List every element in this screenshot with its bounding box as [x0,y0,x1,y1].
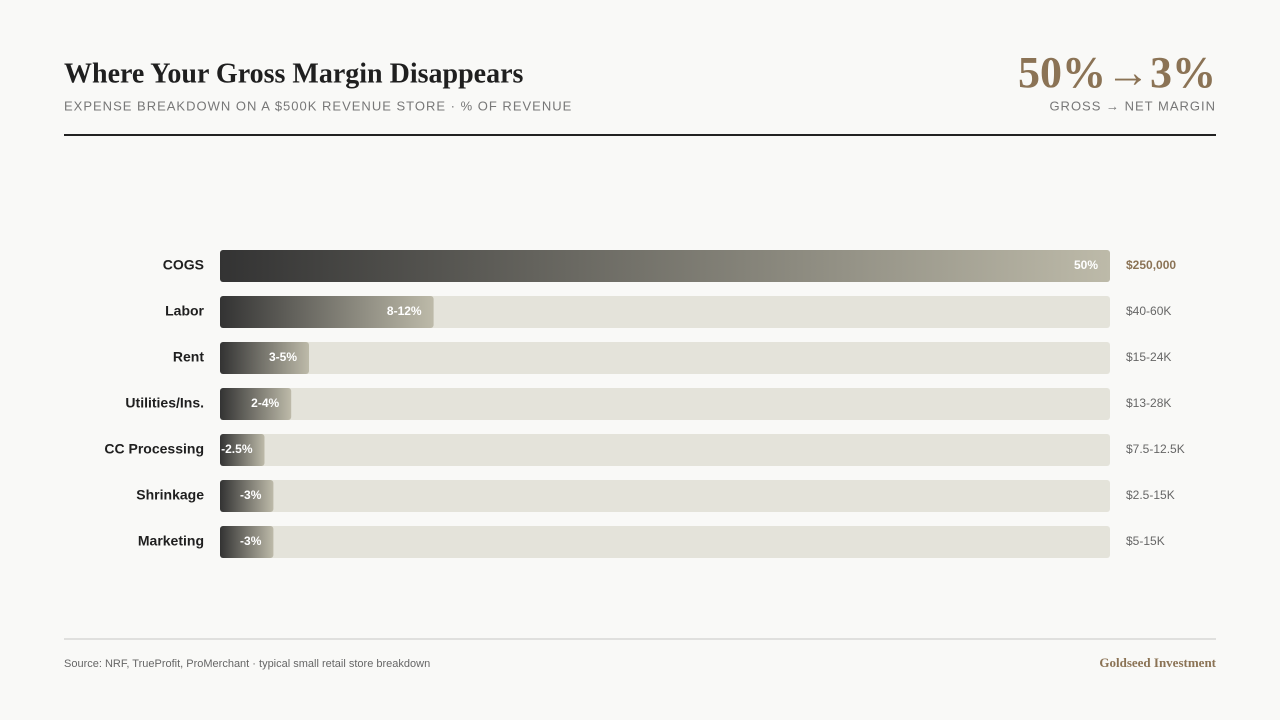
category-label: COGS [163,257,204,273]
title: Where Your Gross Margin Disappears [64,58,524,89]
bar [220,480,274,512]
category-label: Marketing [138,533,204,549]
value-label: 2-4% [251,396,279,410]
bar-track [220,434,1110,466]
value-label: 3-5% [269,350,297,364]
amount-label: $250,000 [1126,258,1176,272]
bar-track [220,526,1110,558]
amount-label: $7.5-12.5K [1126,442,1185,456]
bar-track [220,342,1110,374]
amount-label: $40-60K [1126,304,1171,318]
amount-label: $15-24K [1126,350,1171,364]
kpi: 50%→3% [1018,48,1216,97]
bar [220,526,274,558]
kpi-label: GROSS → NET MARGIN [1049,98,1216,113]
brand: Goldseed Investment [1099,655,1216,670]
subtitle: EXPENSE BREAKDOWN ON A $500K REVENUE STO… [64,98,572,113]
value-label: 50% [1074,258,1098,272]
amount-label: $2.5-15K [1126,488,1175,502]
bar [220,250,1110,282]
value-label: -3% [240,488,262,502]
bar-track [220,296,1110,328]
value-label: -3% [240,534,262,548]
bar [220,434,265,466]
category-label: CC Processing [104,441,204,457]
source: Source: NRF, TrueProfit, ProMerchant · t… [64,658,430,670]
bar [220,296,434,328]
amount-label: $5-15K [1126,534,1165,548]
value-label: -2.5% [221,442,253,456]
bar-track [220,388,1110,420]
amount-label: $13-28K [1126,396,1171,410]
bar [220,388,292,420]
value-label: 8-12% [387,304,422,318]
bar [220,342,309,374]
category-label: Labor [165,303,204,319]
category-label: Utilities/Ins. [125,395,204,411]
bar-track [220,480,1110,512]
category-label: Shrinkage [136,487,204,503]
category-label: Rent [173,349,204,365]
